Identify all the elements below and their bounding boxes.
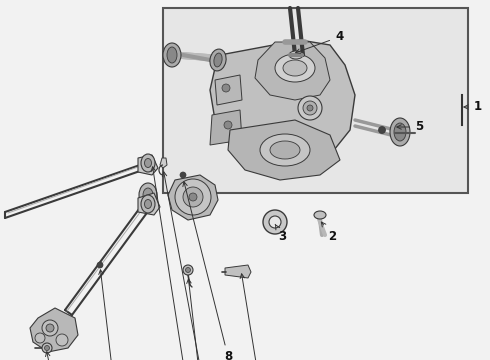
Circle shape (189, 193, 197, 201)
Circle shape (42, 343, 52, 353)
Ellipse shape (145, 158, 151, 167)
Text: 5: 5 (397, 121, 423, 134)
Text: 7: 7 (162, 172, 208, 360)
Text: 6: 6 (151, 167, 189, 360)
Circle shape (263, 210, 287, 234)
Text: 3: 3 (275, 224, 286, 243)
Ellipse shape (289, 51, 303, 59)
Text: 4: 4 (295, 31, 343, 53)
Ellipse shape (143, 188, 153, 202)
Polygon shape (210, 110, 242, 145)
Ellipse shape (163, 43, 181, 67)
Circle shape (183, 265, 193, 275)
Ellipse shape (314, 211, 326, 219)
Polygon shape (215, 75, 242, 105)
Circle shape (378, 126, 386, 134)
Circle shape (303, 101, 317, 115)
Circle shape (42, 320, 58, 336)
Ellipse shape (283, 60, 307, 76)
Polygon shape (255, 42, 330, 100)
Polygon shape (30, 308, 78, 352)
Polygon shape (225, 265, 251, 278)
Text: 2: 2 (321, 222, 336, 243)
Circle shape (45, 346, 49, 351)
Text: 11: 11 (187, 279, 219, 360)
Ellipse shape (270, 141, 300, 159)
Ellipse shape (141, 154, 155, 172)
Ellipse shape (390, 118, 410, 146)
Circle shape (180, 172, 186, 178)
Polygon shape (228, 120, 340, 180)
Text: 1: 1 (464, 100, 482, 113)
Ellipse shape (141, 195, 155, 213)
Circle shape (175, 179, 211, 215)
Polygon shape (138, 155, 158, 175)
Polygon shape (160, 158, 167, 168)
Ellipse shape (275, 54, 315, 82)
Polygon shape (163, 8, 468, 193)
Circle shape (46, 324, 54, 332)
Ellipse shape (214, 53, 222, 67)
Polygon shape (138, 193, 160, 215)
Polygon shape (168, 175, 218, 220)
Circle shape (183, 187, 203, 207)
Circle shape (35, 333, 45, 343)
Circle shape (186, 267, 191, 273)
Ellipse shape (145, 199, 151, 208)
Text: 8: 8 (183, 182, 232, 360)
Circle shape (307, 105, 313, 111)
Circle shape (224, 121, 232, 129)
Ellipse shape (260, 134, 310, 166)
Text: 9: 9 (240, 274, 272, 360)
Ellipse shape (139, 183, 157, 207)
Circle shape (298, 96, 322, 120)
Ellipse shape (167, 47, 177, 63)
Circle shape (56, 334, 68, 346)
Ellipse shape (210, 49, 226, 71)
Circle shape (222, 84, 230, 92)
Polygon shape (210, 40, 355, 165)
Ellipse shape (394, 123, 406, 141)
Circle shape (97, 262, 103, 268)
Text: 10: 10 (99, 270, 134, 360)
Text: 12: 12 (46, 352, 99, 360)
Circle shape (269, 216, 281, 228)
